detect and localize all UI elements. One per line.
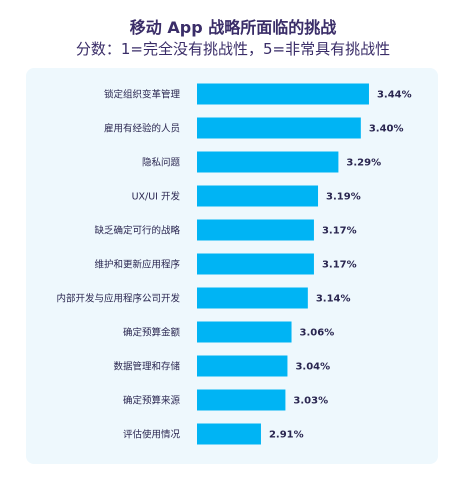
bar [197, 389, 286, 411]
category-label: 评估使用情况 [123, 429, 181, 441]
value-label: 3.03% [293, 396, 328, 407]
value-label: 3.04% [295, 362, 330, 373]
value-label: 3.29% [346, 158, 381, 169]
value-label: 3.44% [377, 90, 412, 101]
category-label: 锁定组织变革管理 [104, 89, 181, 101]
category-label: 确定预算金额 [123, 327, 181, 339]
bar [197, 287, 308, 309]
bar [197, 117, 361, 139]
bar [197, 83, 369, 105]
bar [197, 321, 292, 343]
value-label: 3.40% [369, 124, 404, 135]
bar [197, 423, 261, 445]
bar [197, 219, 314, 241]
category-label: 缺乏确定可行的战略 [94, 225, 180, 237]
bar [197, 355, 288, 377]
category-label: UX/UI 开发 [132, 191, 181, 203]
category-label: 数据管理和存储 [113, 361, 180, 373]
value-label: 3.17% [322, 226, 357, 237]
value-label: 3.19% [326, 192, 361, 203]
value-label: 3.06% [300, 328, 335, 339]
category-label: 雇用有经验的人员 [104, 123, 180, 135]
value-label: 3.14% [316, 294, 351, 305]
value-label: 2.91% [269, 430, 304, 441]
bar [197, 253, 314, 275]
value-label: 3.17% [322, 260, 357, 271]
category-label: 确定预算来源 [123, 395, 181, 407]
category-label: 隐私问题 [142, 157, 181, 169]
chart-title: 移动 App 战略所面临的挑战 [129, 18, 337, 37]
chart-subtitle: 分数：1=完全没有挑战性，5=非常具有挑战性 [75, 40, 391, 58]
category-label: 维护和更新应用程序 [94, 259, 180, 271]
bar [197, 185, 319, 207]
category-label: 内部开发与应用程序公司开发 [56, 293, 180, 305]
bar [197, 151, 339, 173]
